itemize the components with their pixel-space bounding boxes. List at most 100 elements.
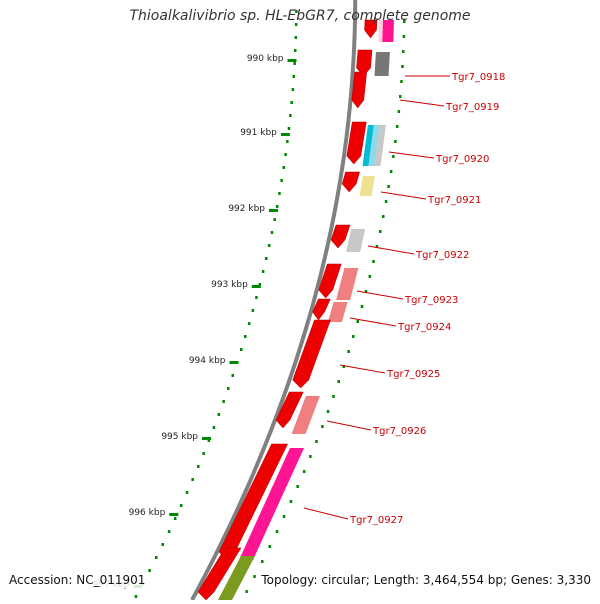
cds-arrow: [346, 121, 367, 165]
minor-tick-mark: [364, 290, 368, 293]
minor-tick-mark: [384, 200, 388, 203]
minor-tick-mark: [401, 65, 404, 68]
major-tick-mark: [169, 513, 179, 516]
minor-tick-mark: [352, 335, 355, 338]
feature-block: [378, 20, 383, 42]
minor-tick-mark: [321, 425, 324, 428]
minor-tick-mark: [356, 320, 359, 323]
kbp-tick-label: 992 kbp: [228, 204, 265, 214]
minor-tick-mark: [173, 517, 177, 520]
gene-label: Tgr7_0927: [349, 515, 403, 526]
minor-tick-mark: [294, 36, 298, 39]
minor-tick-mark: [293, 62, 296, 65]
minor-tick-mark: [268, 545, 271, 548]
genome-backbone: [190, 0, 358, 601]
gene-leader-line: [388, 151, 435, 159]
minor-tick-mark: [342, 365, 345, 368]
feature-block: [374, 52, 390, 76]
minor-tick-mark: [291, 88, 295, 91]
feature-block: [291, 396, 320, 434]
minor-tick-mark: [207, 439, 211, 442]
minor-tick-mark: [202, 452, 205, 455]
minor-tick-mark: [315, 440, 318, 443]
feature-block: [327, 302, 348, 322]
gene-label: Tgr7_0921: [427, 195, 481, 206]
minor-tick-mark: [155, 556, 158, 559]
minor-tick-mark: [296, 485, 299, 488]
minor-tick-mark: [179, 504, 183, 507]
major-tick-mark: [202, 437, 211, 440]
minor-tick-mark: [227, 387, 230, 390]
minor-tick-mark: [289, 500, 293, 503]
minor-tick-mark: [368, 275, 372, 278]
minor-tick-mark: [379, 230, 382, 233]
minor-tick-mark: [389, 170, 393, 173]
minor-tick-mark: [392, 155, 395, 158]
gene-leader-line: [367, 245, 415, 255]
gene-leader-line: [349, 317, 397, 327]
minor-tick-mark: [280, 179, 283, 182]
kbp-tick-label: 995 kbp: [161, 432, 198, 442]
genome-summary-text: Topology: circular; Length: 3,464,554 bp…: [258, 572, 594, 588]
minor-tick-mark: [289, 114, 292, 117]
minor-tick-mark: [290, 101, 293, 104]
minor-tick-mark: [294, 23, 298, 26]
minor-tick-mark: [394, 140, 397, 143]
gene-label: Tgr7_0926: [372, 426, 426, 437]
minor-tick-mark: [240, 348, 243, 351]
gene-leader-line: [339, 364, 386, 374]
cds-arrow: [341, 171, 360, 193]
minor-tick-mark: [167, 530, 171, 533]
minor-tick-mark: [212, 426, 216, 429]
cds-arrow: [351, 71, 367, 109]
gene-label-group: Tgr7_0918 Tgr7_0919 Tgr7_0920 Tgr7_0921 Tgr7…: [303, 72, 505, 526]
minor-tick-mark: [251, 309, 255, 312]
major-tick-mark: [251, 285, 261, 288]
minor-tick-mark: [395, 125, 399, 128]
minor-tick-mark: [302, 470, 306, 473]
accession-text: Accession: NC_011901: [6, 572, 149, 588]
kbp-tick-label: 996 kbp: [129, 508, 166, 518]
minor-tick-mark: [400, 80, 403, 83]
minor-tick-mark: [284, 153, 287, 156]
kbp-tick-label: 991 kbp: [240, 128, 277, 138]
minor-tick-mark: [267, 244, 271, 247]
minor-tick-mark: [161, 543, 164, 546]
tick-dot-track: [134, 10, 406, 598]
major-tick-mark: [280, 133, 290, 136]
minor-tick-mark: [326, 410, 330, 413]
minor-tick-mark: [372, 260, 375, 263]
cds-arrow: [318, 263, 342, 299]
minor-tick-mark: [270, 231, 274, 234]
minor-tick-mark: [231, 374, 234, 377]
minor-tick-mark: [337, 380, 340, 383]
minor-tick-mark: [287, 127, 291, 130]
minor-tick-mark: [261, 560, 264, 563]
cds-arrow: [330, 224, 351, 249]
map-title: Thioalkalivibrio sp. HL-EbGR7, complete …: [129, 8, 471, 24]
minor-tick-mark: [244, 335, 247, 338]
minor-tick-mark: [402, 35, 406, 38]
gene-leader-line: [326, 420, 372, 431]
major-tick-mark: [229, 361, 239, 364]
feature-block: [362, 125, 374, 166]
minor-tick-mark: [294, 49, 297, 52]
minor-tick-mark: [258, 283, 262, 286]
minor-tick-mark: [387, 185, 390, 188]
feature-block: [336, 268, 359, 300]
minor-tick-mark: [261, 270, 265, 273]
minor-tick-mark: [347, 350, 350, 353]
gene-label: Tgr7_0918: [451, 72, 505, 83]
minor-tick-mark: [247, 322, 251, 325]
gene-label: Tgr7_0924: [397, 322, 451, 333]
major-tick-mark: [269, 209, 278, 212]
minor-tick-mark: [191, 478, 194, 481]
cds-arrow: [197, 547, 242, 601]
major-tick-mark: [287, 59, 297, 62]
minor-tick-mark: [245, 590, 248, 593]
minor-tick-mark: [295, 10, 298, 13]
feature-track: [197, 19, 394, 601]
minor-tick-mark: [185, 491, 189, 494]
gene-leader-line: [399, 99, 445, 107]
